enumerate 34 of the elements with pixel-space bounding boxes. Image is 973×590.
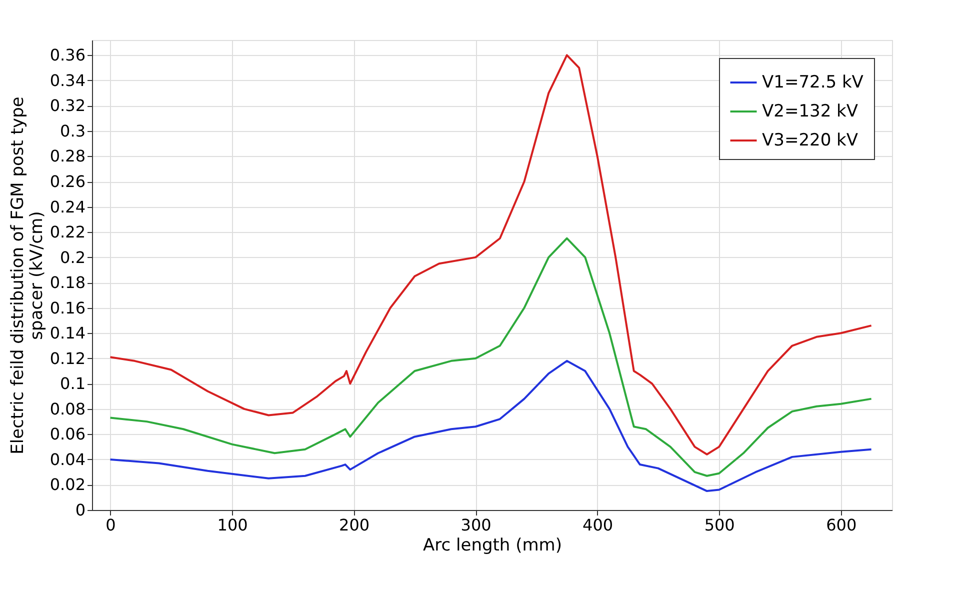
legend-label: V2=132 kV bbox=[762, 102, 858, 122]
x-tick-label: 100 bbox=[217, 516, 248, 534]
y-tick-label: 0.1 bbox=[60, 374, 86, 394]
line-series bbox=[109, 237, 872, 477]
y-tick-label: 0.34 bbox=[50, 70, 86, 90]
x-axis-title: Arc length (mm) bbox=[423, 536, 562, 556]
legend-label: V3=220 kV bbox=[762, 130, 858, 150]
y-axis-title: Electric feild distribution of FGM post type spacer (kV/cm) bbox=[8, 96, 47, 454]
y-tick-label: 0.14 bbox=[50, 324, 86, 343]
y-tick-label: 0.3 bbox=[60, 121, 86, 140]
y-tick-label: 0.26 bbox=[50, 172, 86, 192]
line-series bbox=[109, 54, 872, 456]
x-tick-label: 500 bbox=[704, 516, 735, 534]
y-tick-label: 0.16 bbox=[50, 298, 86, 318]
y-tick-label: 0.28 bbox=[50, 146, 86, 166]
x-tick-label: 300 bbox=[460, 516, 492, 534]
y-tick-label: 0.12 bbox=[50, 348, 86, 368]
x-tick-label: 600 bbox=[826, 516, 857, 534]
y-tick-label: 0.02 bbox=[50, 475, 86, 494]
y-tick-label: 0.2 bbox=[60, 248, 86, 267]
y-tick-label: 0.18 bbox=[50, 273, 86, 292]
y-tick-label: 0.08 bbox=[50, 399, 86, 418]
y-tick-label: 0.32 bbox=[50, 96, 86, 116]
x-tick-label: 0 bbox=[106, 516, 116, 534]
y-tick-label: 0 bbox=[75, 500, 86, 520]
y-tick-label: 0.36 bbox=[50, 46, 86, 65]
x-tick-label: 200 bbox=[339, 516, 370, 534]
y-tick-label: 0.04 bbox=[50, 450, 86, 469]
y-tick-label: 0.22 bbox=[50, 222, 86, 242]
y-tick-label: 0.06 bbox=[50, 424, 86, 444]
line-series bbox=[109, 360, 872, 492]
y-tick-label: 0.24 bbox=[50, 197, 86, 216]
x-tick-label: 400 bbox=[582, 516, 614, 534]
legend-label: V1=72.5 kV bbox=[762, 72, 864, 92]
